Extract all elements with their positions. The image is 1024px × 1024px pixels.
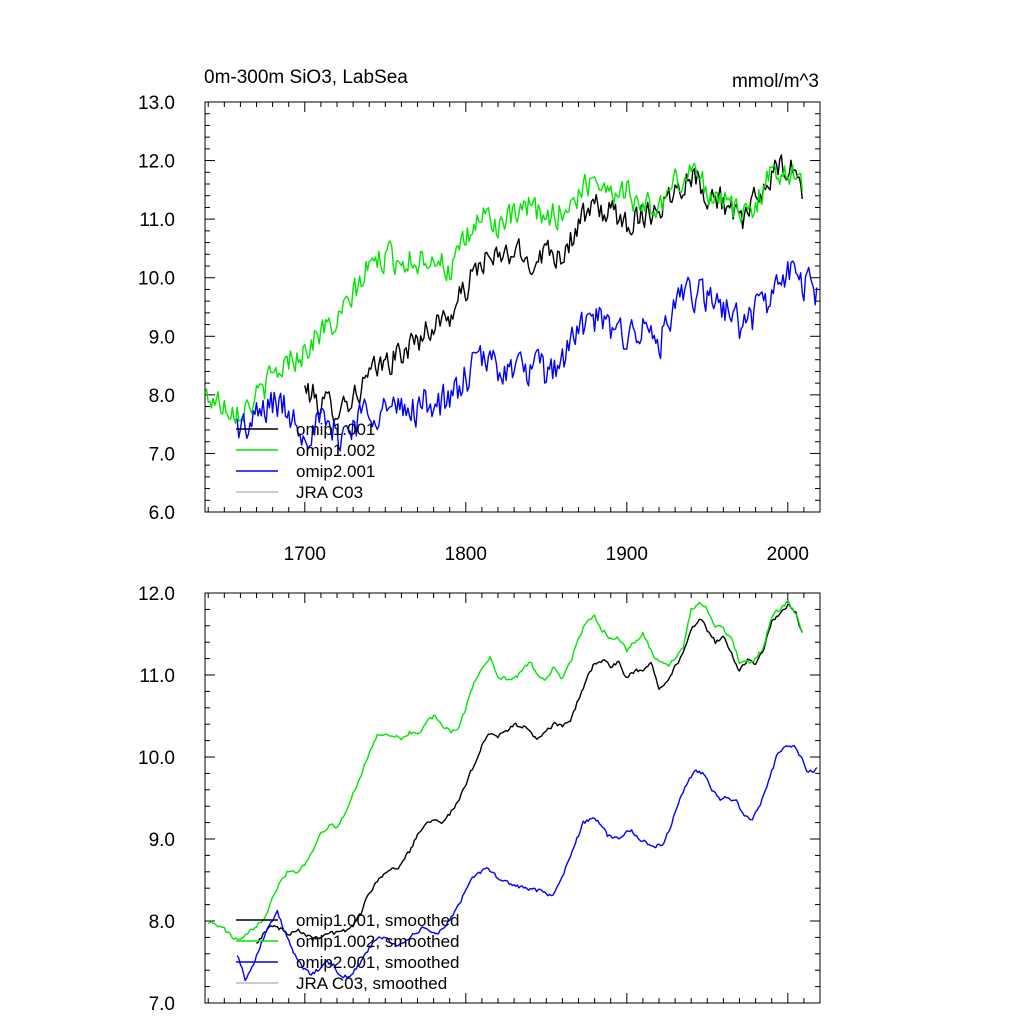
series-line <box>236 260 818 452</box>
legend-label: omip1.001 <box>296 420 375 439</box>
legend: omip1.001, smoothed omip1.002, smoothed om… <box>236 911 460 993</box>
y-tick-label: 8.0 <box>149 386 175 407</box>
legend-label: JRA C03, smoothed <box>296 974 447 993</box>
legend: omip1.001 omip1.002 omip2.001 JRA C03 <box>236 420 375 502</box>
legend-label: omip1.002 <box>296 441 375 460</box>
y-tick-label: 9.0 <box>149 327 175 348</box>
units-label: mmol/m^3 <box>732 71 819 92</box>
chart-title: 0m-300m SiO3, LabSea <box>204 67 408 88</box>
series-line <box>236 744 818 982</box>
y-tick-label: 10.0 <box>138 269 175 290</box>
x-tick-label: 2000 <box>767 544 809 565</box>
x-tick-label: 1800 <box>445 544 487 565</box>
y-tick-label: 11.0 <box>139 210 175 231</box>
legend-label: omip2.001, smoothed <box>296 953 460 972</box>
legend-label: JRA C03 <box>296 483 363 502</box>
y-tick-label: 6.0 <box>149 503 175 524</box>
series-line <box>304 154 803 423</box>
y-tick-label: 10.0 <box>138 748 175 769</box>
bottom-chart-panel: 7.0 8.0 9.0 10.0 11.0 12.0 omip1.001, smoothe… <box>138 584 821 1015</box>
x-tick-label: 1900 <box>606 544 648 565</box>
x-axis-tick-labels: 1700 1800 1900 2000 <box>284 544 809 565</box>
plot-series-group <box>208 600 818 982</box>
plot-frame <box>204 101 821 513</box>
series-line <box>208 600 803 941</box>
y-tick-label: 12.0 <box>138 584 175 605</box>
y-tick-label: 8.0 <box>149 912 175 933</box>
legend-label: omip2.001 <box>296 462 375 481</box>
y-tick-label: 7.0 <box>149 994 175 1015</box>
series-line <box>256 603 803 944</box>
y-axis-tick-labels: 7.0 8.0 9.0 10.0 11.0 12.0 <box>138 584 175 1015</box>
top-chart-panel: 0m-300m SiO3, LabSea mmol/m^3 6.0 7.0 8.0 9… <box>138 67 821 565</box>
legend-label: omip1.001, smoothed <box>296 911 460 930</box>
plot-series-group <box>204 154 818 452</box>
y-tick-label: 12.0 <box>138 152 175 173</box>
y-tick-label: 9.0 <box>149 830 175 851</box>
y-axis-tick-labels: 6.0 7.0 8.0 9.0 10.0 11.0 12.0 13.0 <box>138 93 175 524</box>
y-tick-label: 7.0 <box>149 444 175 465</box>
y-axis-ticks <box>205 592 820 1004</box>
x-tick-label: 1700 <box>284 544 326 565</box>
plot-frame <box>204 592 821 1004</box>
y-tick-label: 11.0 <box>139 666 175 687</box>
legend-label: omip1.002, smoothed <box>296 932 460 951</box>
y-tick-label: 13.0 <box>138 93 175 114</box>
x-axis-ticks <box>207 593 821 1003</box>
series-line <box>204 162 803 425</box>
